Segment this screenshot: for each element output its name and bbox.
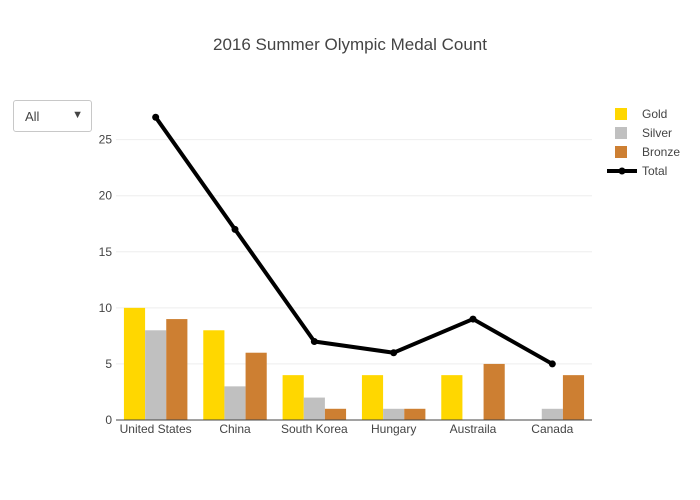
- y-tick-labels: 0 5 10 15 20 25: [99, 133, 113, 427]
- bar-silver-canada: [541, 408, 563, 420]
- bar-silver-hungary: [383, 408, 405, 420]
- x-tick-label: South Korea: [281, 422, 348, 436]
- bar-bronze-hungary: [404, 408, 426, 420]
- point-total-united-states: [152, 113, 160, 121]
- x-tick-label: Hungary: [371, 422, 416, 436]
- y-tick-label: 15: [99, 245, 113, 259]
- legend-label-silver: Silver: [642, 126, 672, 140]
- point-total-austraila: [469, 315, 477, 323]
- x-tick-label: United States: [120, 422, 192, 436]
- y-tick-label: 0: [105, 413, 112, 427]
- y-tick-label: 5: [105, 357, 112, 371]
- point-total-china: [231, 225, 239, 233]
- y-tick-label: 25: [99, 133, 113, 147]
- y-tick-label: 20: [99, 189, 113, 203]
- bar-silver-china: [224, 386, 246, 420]
- legend-label-bronze: Bronze: [642, 145, 680, 159]
- bar-gold-united-states: [123, 307, 146, 420]
- legend-label-gold: Gold: [642, 107, 667, 121]
- x-tick-label: Austraila: [450, 422, 497, 436]
- x-tick-labels: United States China South Korea Hungary Aust…: [120, 422, 574, 436]
- legend-swatch-bronze: [615, 146, 627, 158]
- bar-bronze-austraila: [483, 363, 505, 420]
- bar-gold-hungary: [361, 375, 384, 420]
- chevron-down-icon: ▼: [72, 109, 83, 121]
- total-line: [152, 113, 556, 368]
- bar-gold-china: [203, 330, 225, 420]
- y-tick-label: 10: [99, 301, 113, 315]
- bar-bronze-china: [245, 352, 267, 420]
- bar-silver-south-korea: [303, 397, 325, 420]
- x-tick-label: China: [219, 422, 251, 436]
- bar-bronze-united-states: [166, 319, 188, 420]
- legend-swatch-silver: [615, 127, 627, 139]
- bar-bronze-south-korea: [324, 408, 347, 420]
- point-total-hungary: [390, 349, 398, 357]
- legend: Gold Silver Bronze Total: [607, 107, 680, 178]
- legend-marker-total: [618, 167, 626, 175]
- line-total: [154, 116, 554, 366]
- gridlines: [116, 139, 592, 365]
- bars: [123, 307, 585, 420]
- point-total-canada: [548, 360, 556, 368]
- bar-silver-united-states: [145, 330, 167, 420]
- bar-gold-south-korea: [282, 375, 304, 420]
- point-total-south-korea: [310, 338, 318, 345]
- legend-swatch-gold: [615, 108, 627, 120]
- dropdown-selected-value: All: [25, 109, 40, 124]
- x-tick-label: Canada: [531, 422, 573, 436]
- legend-label-total: Total: [642, 164, 667, 178]
- bar-bronze-canada: [562, 375, 585, 420]
- series-filter-dropdown[interactable]: All ▼: [13, 100, 92, 132]
- bar-gold-austraila: [441, 375, 463, 420]
- chart-title: 2016 Summer Olympic Medal Count: [213, 35, 487, 54]
